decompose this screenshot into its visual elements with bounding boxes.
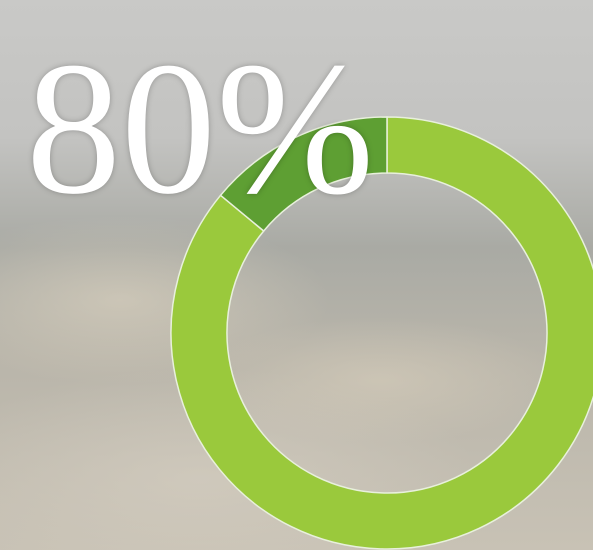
center-label: 80% — [26, 24, 374, 234]
chart: 80% — [0, 0, 593, 550]
